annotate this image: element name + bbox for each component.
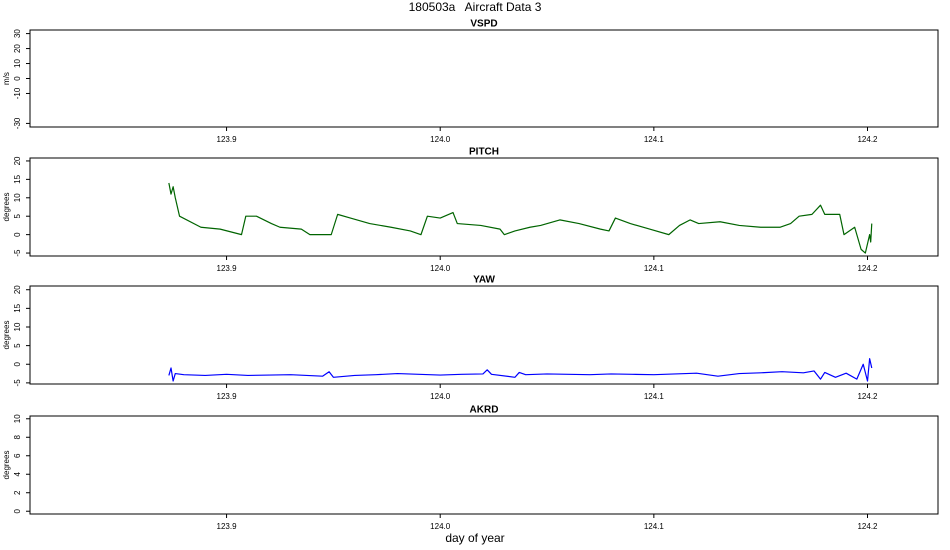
y-tick-label: 8 bbox=[13, 434, 22, 439]
panel-title: PITCH bbox=[469, 147, 499, 158]
y-tick-label: 15 bbox=[13, 174, 22, 183]
y-tick-label: 10 bbox=[13, 414, 22, 423]
y-tick-label: 5 bbox=[13, 343, 22, 348]
x-tick-label: 123.9 bbox=[217, 392, 238, 401]
y-tick-label: -10 bbox=[13, 87, 22, 99]
x-tick-label: 124.0 bbox=[430, 135, 451, 144]
panel-title: AKRD bbox=[470, 405, 499, 416]
y-tick-label: 2 bbox=[13, 490, 22, 495]
x-axis-label: day of year bbox=[445, 531, 504, 545]
x-tick-label: 124.2 bbox=[857, 135, 878, 144]
y-tick-label: 20 bbox=[13, 156, 22, 165]
page-title: 180503a Aircraft Data 3 bbox=[409, 0, 542, 14]
panel-title: YAW bbox=[473, 275, 495, 286]
plot-frame bbox=[29, 285, 939, 385]
x-tick-label: 124.0 bbox=[430, 264, 451, 273]
x-tick-label: 123.9 bbox=[217, 522, 238, 531]
y-axis-label: degrees bbox=[2, 193, 11, 222]
y-axis-label: degrees bbox=[2, 321, 11, 350]
plot-frame bbox=[29, 29, 939, 128]
data-line bbox=[168, 182, 873, 254]
y-tick-label: -5 bbox=[13, 379, 22, 387]
y-tick-label: 6 bbox=[13, 453, 22, 458]
y-tick-label: 30 bbox=[13, 29, 22, 38]
y-tick-label: 0 bbox=[13, 232, 22, 237]
x-tick-label: 124.0 bbox=[430, 392, 451, 401]
x-tick-label: 124.1 bbox=[644, 264, 665, 273]
x-tick-label: 124.1 bbox=[644, 392, 665, 401]
y-tick-label: 4 bbox=[13, 471, 22, 476]
y-axis-label: degrees bbox=[2, 451, 11, 480]
y-tick-label: 0 bbox=[13, 508, 22, 513]
plot-frame bbox=[29, 415, 939, 515]
y-tick-label: 20 bbox=[13, 44, 22, 53]
x-tick-label: 124.1 bbox=[644, 135, 665, 144]
y-tick-label: 10 bbox=[13, 193, 22, 202]
panel-title: VSPD bbox=[470, 19, 497, 30]
x-tick-label: 123.9 bbox=[217, 264, 238, 273]
y-tick-label: 0 bbox=[13, 76, 22, 81]
x-tick-label: 124.2 bbox=[857, 264, 878, 273]
y-tick-label: -5 bbox=[13, 249, 22, 257]
y-axis-label: m/s bbox=[2, 72, 11, 85]
y-tick-label: -30 bbox=[13, 117, 22, 129]
x-tick-label: 124.2 bbox=[857, 392, 878, 401]
y-tick-label: 10 bbox=[13, 322, 22, 331]
y-tick-label: 5 bbox=[13, 213, 22, 218]
y-tick-label: 15 bbox=[13, 303, 22, 312]
plot-frame bbox=[29, 157, 939, 257]
x-tick-label: 124.1 bbox=[644, 522, 665, 531]
x-tick-label: 124.0 bbox=[430, 522, 451, 531]
x-tick-label: 123.9 bbox=[217, 135, 238, 144]
y-tick-label: 10 bbox=[13, 59, 22, 68]
y-tick-label: 20 bbox=[13, 285, 22, 294]
data-line bbox=[168, 358, 873, 382]
x-tick-label: 124.2 bbox=[857, 522, 878, 531]
y-tick-label: 0 bbox=[13, 361, 22, 366]
